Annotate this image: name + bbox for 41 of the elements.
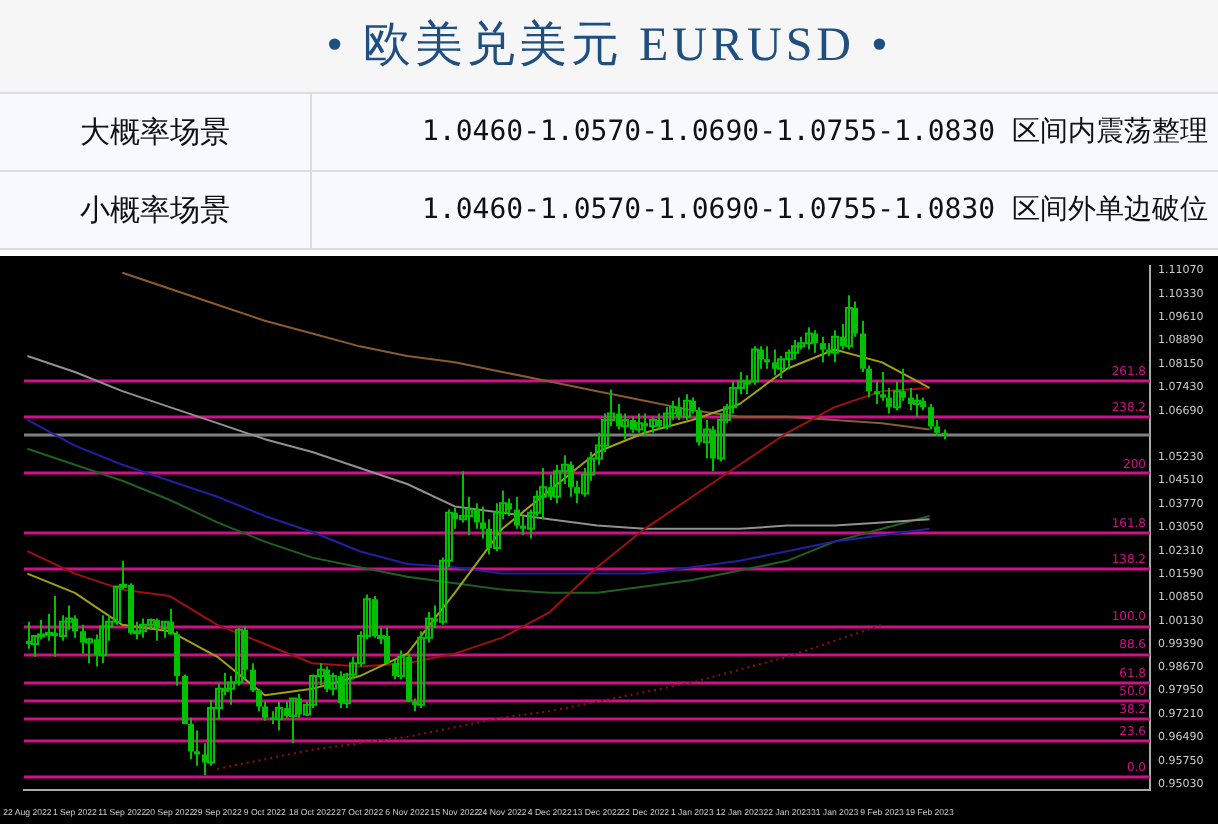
candlestick	[635, 412, 643, 434]
candlestick	[913, 393, 921, 418]
line-series	[216, 623, 884, 770]
candlestick	[805, 326, 813, 351]
candlestick	[900, 367, 906, 402]
candlestick	[729, 380, 737, 415]
candlestick	[751, 345, 759, 386]
candlestick	[874, 380, 880, 405]
candlestick	[663, 406, 671, 431]
candlestick	[384, 627, 390, 665]
candlestick	[553, 463, 561, 505]
candlestick	[80, 623, 86, 655]
candlestick	[928, 402, 934, 431]
candlestick	[72, 614, 78, 639]
candlestick	[539, 466, 547, 521]
candlestick	[99, 614, 107, 665]
candlestick	[514, 495, 520, 530]
text: 1.0460-1.0570-1.0690-1.0755-1.0830 区间外单边破位	[311, 171, 1218, 249]
candlestick	[37, 619, 45, 641]
candlestick	[683, 393, 691, 421]
candlestick	[174, 630, 180, 687]
candlestick	[764, 345, 770, 370]
candlestick	[791, 338, 799, 361]
candlestick	[717, 412, 725, 463]
text: 大概率场景	[0, 94, 311, 171]
candlestick	[275, 700, 283, 732]
candlestick	[785, 348, 793, 370]
chart-title: • 欧美兑美元 EURUSD •	[0, 0, 1218, 94]
candlestick	[777, 354, 785, 380]
candlestick	[568, 460, 574, 498]
candlestick	[289, 697, 297, 745]
candlestick	[621, 412, 629, 441]
candlestick	[820, 335, 826, 364]
candlestick	[845, 294, 853, 351]
candlestick	[242, 625, 248, 681]
text: 小概率场景	[0, 171, 311, 249]
candlestick	[139, 617, 147, 639]
text: 1.0460-1.0570-1.0690-1.0755-1.0830 区间内震荡整理	[311, 94, 1218, 171]
candlestick	[831, 329, 839, 364]
candlestick	[812, 329, 818, 354]
candlestick	[772, 348, 778, 377]
